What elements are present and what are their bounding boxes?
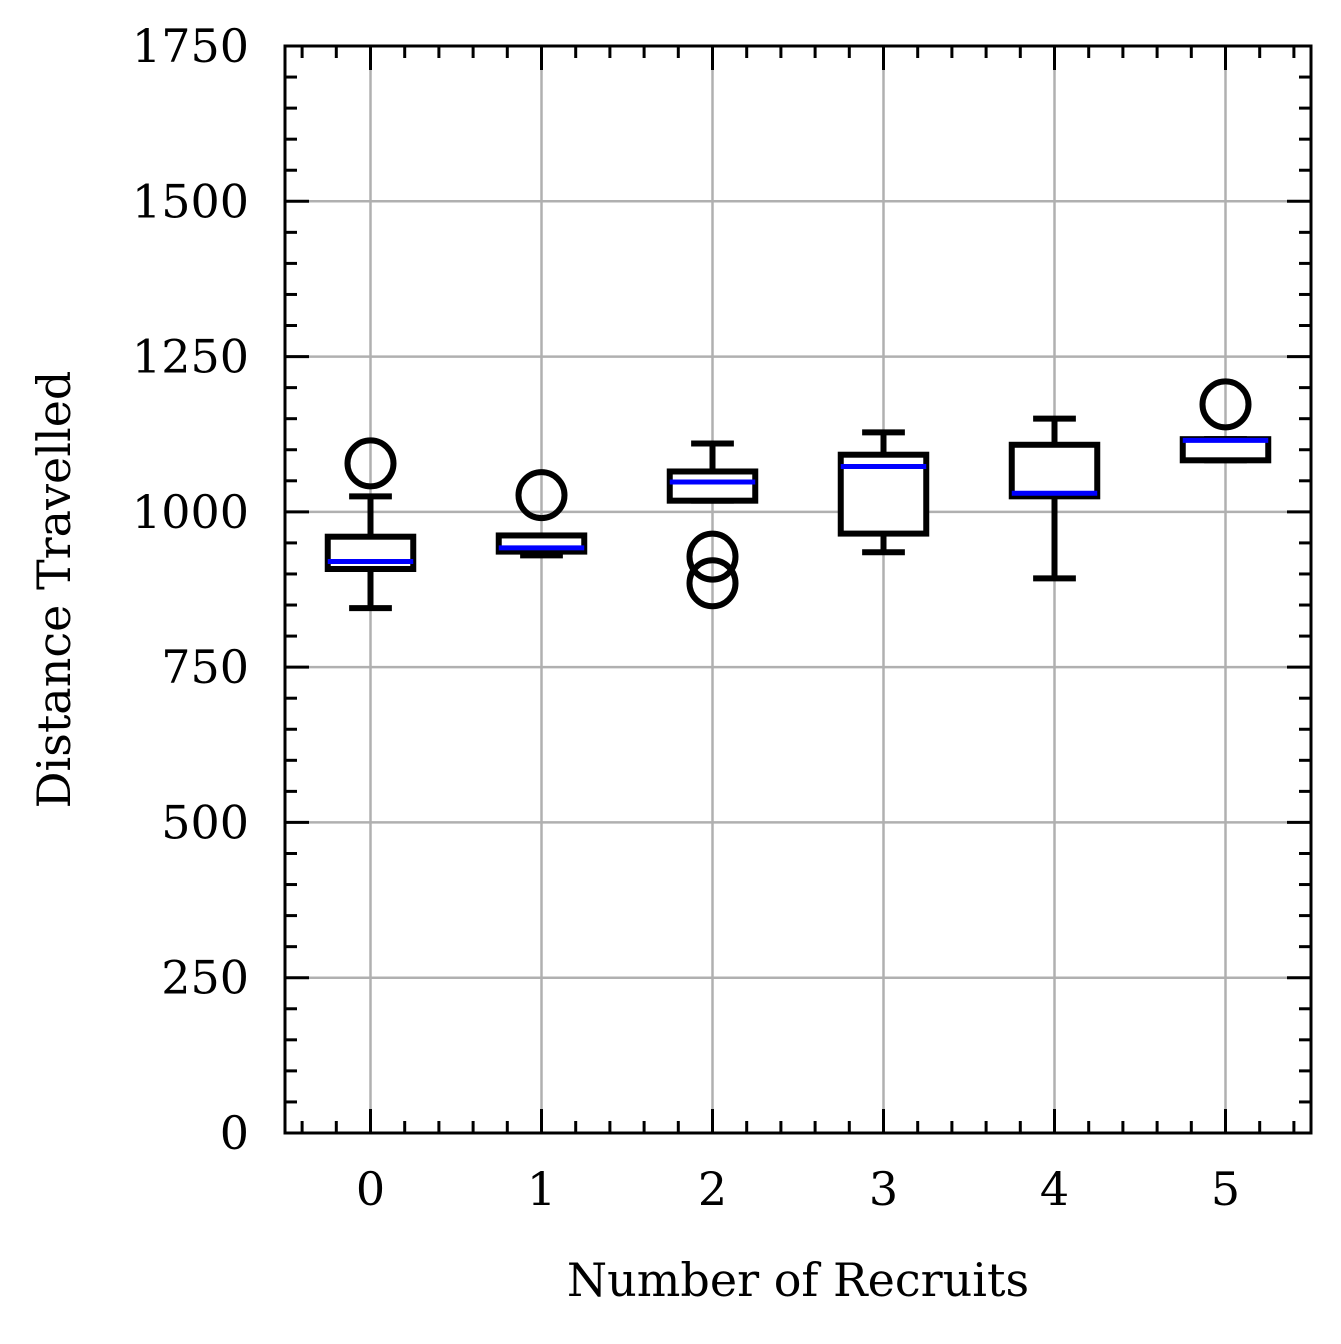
y-tick-label: 750 <box>161 640 249 694</box>
x-tick-label: 3 <box>869 1162 898 1216</box>
boxes <box>324 378 1272 612</box>
y-tick-label: 500 <box>161 795 249 849</box>
y-tick-label: 1250 <box>132 330 249 384</box>
y-tick-label: 250 <box>161 951 249 1005</box>
plot-frame <box>283 44 1313 1135</box>
box-group-1 <box>495 469 588 559</box>
outlier-marker <box>515 469 568 522</box>
x-tick-label: 1 <box>527 1162 556 1216</box>
x-tick-label: 2 <box>698 1162 727 1216</box>
box-group-4 <box>1008 415 1101 582</box>
y-tick-label: 0 <box>220 1106 249 1160</box>
x-axis-label: Number of Recruits <box>567 1253 1029 1307</box>
tick-labels: 0 1 2 3 4 5 0 250 500 750 1000 1250 1500 1750 <box>132 19 1240 1216</box>
y-tick-label: 1000 <box>132 485 249 539</box>
outlier-marker <box>1199 378 1252 431</box>
x-tick-label: 0 <box>356 1162 385 1216</box>
outlier-marker <box>686 557 739 610</box>
x-tick-label: 5 <box>1211 1162 1240 1216</box>
x-tick-label: 4 <box>1040 1162 1069 1216</box>
box-group-2 <box>666 440 759 610</box>
box-iqr <box>324 533 417 573</box>
outlier-marker <box>686 530 739 583</box>
y-tick-label: 1750 <box>132 19 249 73</box>
y-tick-label: 1500 <box>132 174 249 228</box>
outlier-marker <box>344 437 397 490</box>
box-group-5 <box>1179 378 1272 464</box>
box-iqr <box>666 468 759 504</box>
y-axis-label: Distance Travelled <box>27 371 81 809</box>
box-group-3 <box>837 429 930 556</box>
box-iqr <box>1008 441 1101 500</box>
ticks <box>285 44 1311 1135</box>
box-group-0 <box>324 437 417 612</box>
grid <box>285 46 1311 1133</box>
